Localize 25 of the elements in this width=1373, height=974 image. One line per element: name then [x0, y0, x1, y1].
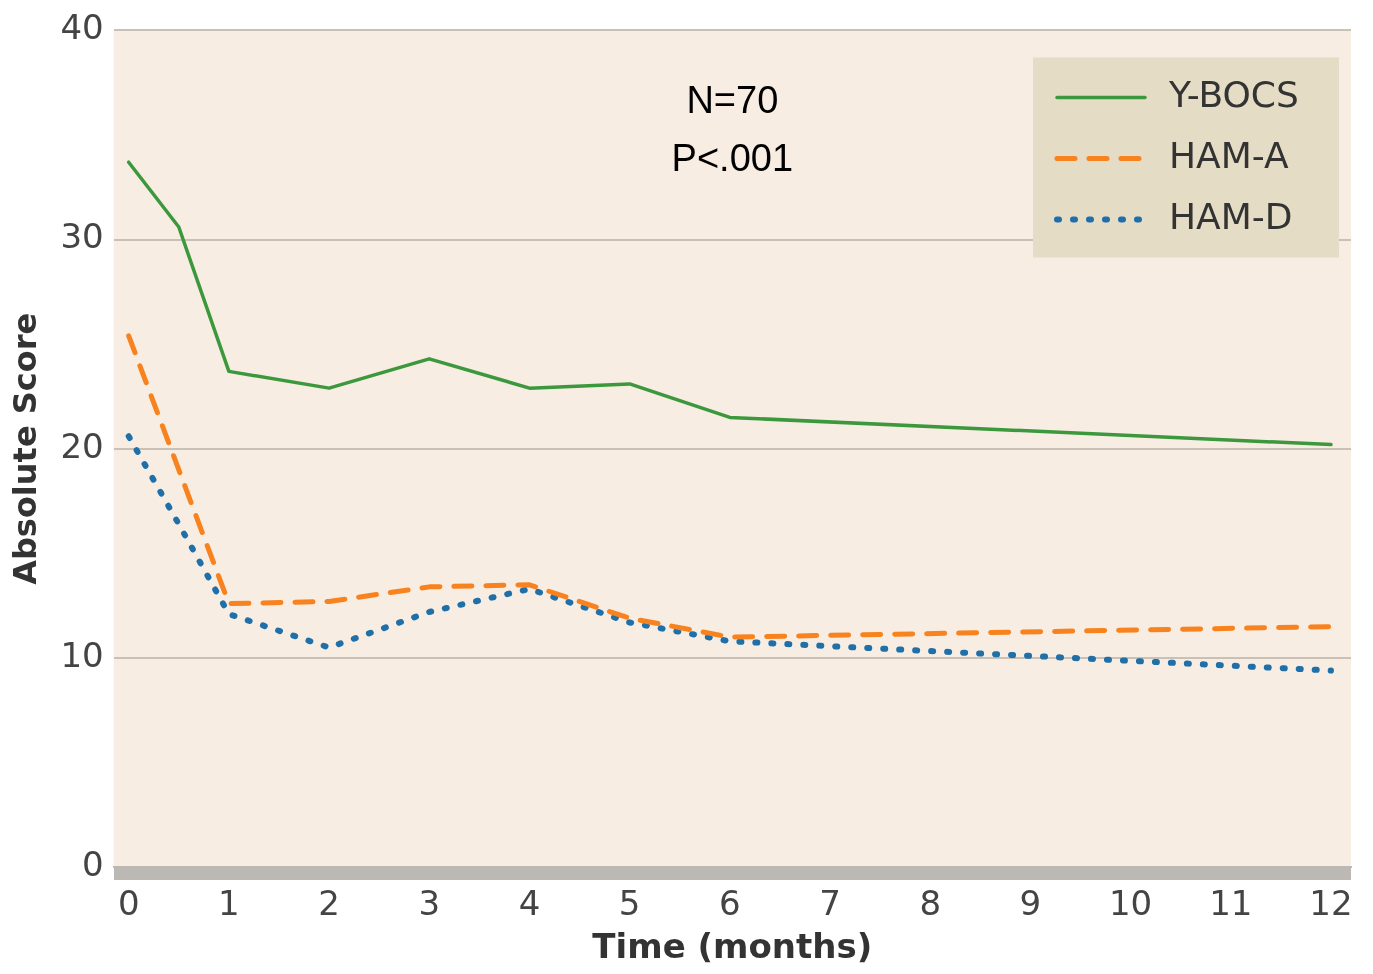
x-tick-label: 10	[1108, 883, 1153, 924]
y-tick-label: 20	[60, 425, 104, 466]
annotation: P<.001	[671, 136, 794, 179]
x-tick-label: 3	[418, 883, 441, 924]
x-tick-label: 9	[1019, 883, 1042, 924]
legend-label: Y-BOCS	[1168, 73, 1299, 115]
x-tick-label: 12	[1309, 883, 1353, 924]
legend-label: HAM-D	[1169, 195, 1293, 237]
x-axis-title: Time (months)	[592, 926, 873, 967]
x-tick-label: 1	[218, 883, 240, 924]
x-tick-label: 8	[919, 883, 942, 924]
legend-label: HAM-A	[1169, 134, 1289, 176]
y-tick-label: 0	[82, 844, 104, 885]
x-tick-label: 5	[618, 883, 641, 924]
x-tick-label: 6	[719, 883, 741, 924]
x-tick-label: 2	[318, 883, 340, 924]
y-tick-label: 30	[60, 216, 104, 257]
x-tick-label: 4	[518, 883, 541, 924]
y-tick-label: 10	[60, 634, 104, 675]
x-tick-label: 0	[117, 883, 140, 924]
x-tick-label: 11	[1209, 883, 1253, 924]
y-axis-title: Absolute Score	[5, 312, 44, 585]
annotation: N=70	[686, 78, 779, 121]
y-tick-label: 40	[60, 7, 104, 48]
x-tick-label: 7	[819, 883, 841, 924]
